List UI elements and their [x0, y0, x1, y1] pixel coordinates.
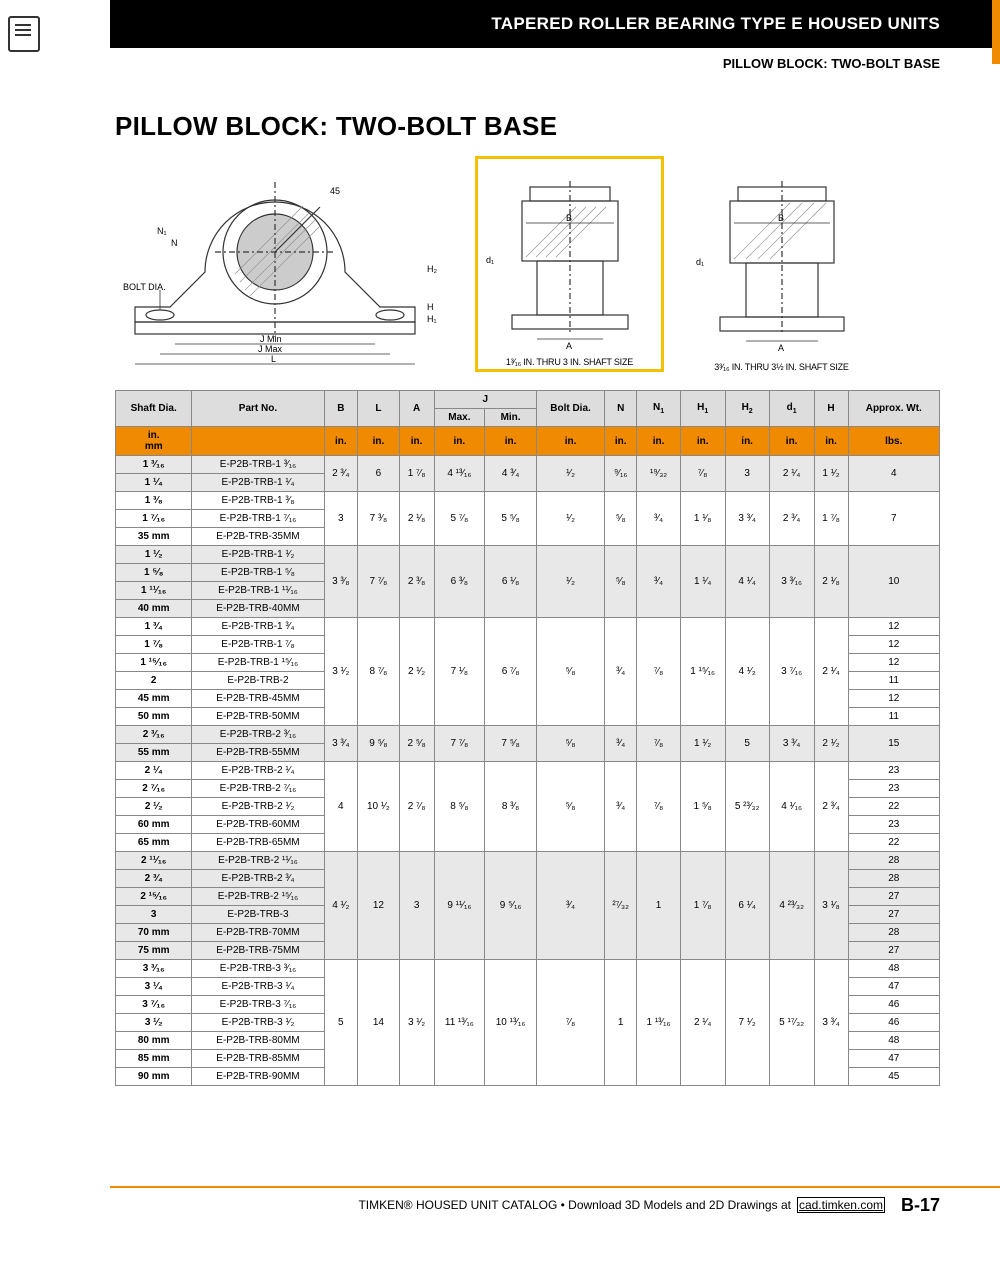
col-wt: Approx. Wt. [848, 391, 939, 427]
col-d1: d1 [769, 391, 814, 427]
svg-text:H: H [427, 302, 434, 312]
col-h2: H2 [725, 391, 769, 427]
footer-text: TIMKEN® HOUSED UNIT CATALOG • Download 3… [358, 1198, 791, 1212]
svg-text:H₂: H₂ [427, 264, 437, 274]
content-area: PILLOW BLOCK: TWO-BOLT BASE [0, 71, 1000, 1086]
col-shaft-dia: Shaft Dia. [116, 391, 192, 427]
col-a: A [399, 391, 434, 427]
svg-text:45: 45 [330, 186, 340, 196]
col-l: L [358, 391, 400, 427]
page-footer: TIMKEN® HOUSED UNIT CATALOG • Download 3… [110, 1186, 1000, 1216]
table-row: 1 ³⁄₁₆E-P2B-TRB-1 ³⁄₁₆2 ³⁄₄61 ⁷⁄₈4 ¹³⁄₁₆… [116, 456, 940, 474]
header-subtitle: PILLOW BLOCK: TWO-BOLT BASE [0, 48, 1000, 71]
diagram-side-b: d₁ B A 3³⁄₁₆ IN. THRU 3½ IN. SHAFT SIZE [694, 163, 869, 372]
header-title: TAPERED ROLLER BEARING TYPE E HOUSED UNI… [491, 14, 940, 34]
svg-text:A: A [778, 343, 784, 353]
col-h: H [814, 391, 848, 427]
svg-text:J Max: J Max [258, 344, 283, 354]
col-n1: N1 [637, 391, 680, 427]
svg-text:N: N [171, 238, 178, 248]
specification-table: Shaft Dia. Part No. B L A J Bolt Dia. N … [115, 390, 940, 1086]
table-row: 1 ³⁄₄E-P2B-TRB-1 ³⁄₄3 ¹⁄₂8 ⁷⁄₈2 ¹⁄₂7 ¹⁄₈… [116, 618, 940, 636]
unit-row: in.mmin.in.in.in.in.in.in.in.in.in.in.in… [116, 427, 940, 456]
col-n: N [605, 391, 637, 427]
col-j-max: Max. [434, 409, 485, 427]
svg-text:BOLT DIA.: BOLT DIA. [123, 282, 166, 292]
svg-text:d₁: d₁ [486, 255, 494, 265]
diagram-front: 45 N₁ N BOLT DIA. H₂ H H₁ J Min J Max L [115, 162, 445, 372]
svg-text:d₁: d₁ [696, 257, 704, 267]
svg-text:H₁: H₁ [427, 314, 437, 324]
col-j: J [434, 391, 536, 409]
accent-stripe [992, 0, 1000, 64]
diagrams-row: 45 N₁ N BOLT DIA. H₂ H H₁ J Min J Max L [115, 156, 940, 372]
svg-text:N₁: N₁ [157, 226, 167, 236]
table-row: 1 ³⁄₈E-P2B-TRB-1 ³⁄₈37 ³⁄₈2 ¹⁄₈5 ⁷⁄₈5 ⁵⁄… [116, 492, 940, 510]
footer-link[interactable]: cad.timken.com [797, 1197, 885, 1213]
col-part-no: Part No. [192, 391, 324, 427]
col-h1: H1 [680, 391, 725, 427]
table-header: Shaft Dia. Part No. B L A J Bolt Dia. N … [116, 391, 940, 427]
svg-text:B: B [566, 213, 572, 223]
table-row: 2 ¹¹⁄₁₆E-P2B-TRB-2 ¹¹⁄₁₆4 ¹⁄₂1239 ¹¹⁄₁₆9… [116, 852, 940, 870]
col-b: B [324, 391, 358, 427]
caption-a: 1³⁄₁₆ IN. THRU 3 IN. SHAFT SIZE [482, 357, 657, 367]
table-row: 2 ¹⁄₄E-P2B-TRB-2 ¹⁄₄410 ¹⁄₂2 ⁷⁄₈8 ⁵⁄₈8 ³… [116, 762, 940, 780]
page-number: B-17 [901, 1195, 940, 1216]
diagram-side-a: d₁ B A 1³⁄₁₆ IN. THRU 3 IN. SHAFT SIZE [475, 156, 664, 372]
col-j-min: Min. [485, 409, 537, 427]
table-body: in.mmin.in.in.in.in.in.in.in.in.in.in.in… [116, 427, 940, 1086]
document-icon [8, 16, 40, 52]
page-header: TAPERED ROLLER BEARING TYPE E HOUSED UNI… [110, 0, 1000, 48]
caption-b: 3³⁄₁₆ IN. THRU 3½ IN. SHAFT SIZE [694, 362, 869, 372]
svg-text:J Min: J Min [260, 334, 282, 344]
section-title: PILLOW BLOCK: TWO-BOLT BASE [115, 111, 940, 142]
svg-text:L: L [271, 354, 276, 364]
svg-text:A: A [566, 341, 572, 351]
catalog-page: TAPERED ROLLER BEARING TYPE E HOUSED UNI… [0, 0, 1000, 1216]
table-row: 2 ³⁄₁₆E-P2B-TRB-2 ³⁄₁₆3 ³⁄₄9 ⁵⁄₈2 ⁵⁄₈7 ⁷… [116, 726, 940, 744]
table-row: 1 ¹⁄₂E-P2B-TRB-1 ¹⁄₂3 ³⁄₈7 ⁷⁄₈2 ³⁄₈6 ³⁄₈… [116, 546, 940, 564]
svg-text:B: B [778, 213, 784, 223]
table-row: 3 ³⁄₁₆E-P2B-TRB-3 ³⁄₁₆5143 ¹⁄₂11 ¹³⁄₁₆10… [116, 960, 940, 978]
col-bolt-dia: Bolt Dia. [536, 391, 604, 427]
